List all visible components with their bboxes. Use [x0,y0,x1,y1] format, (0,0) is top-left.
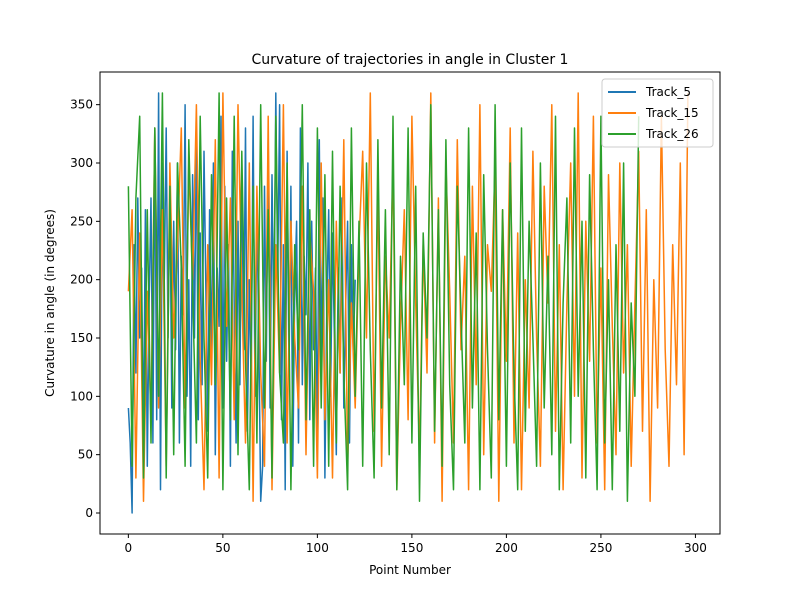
series-line-track-26 [127,92,640,503]
x-tick-label: 150 [400,541,423,555]
legend-label-track-15: Track_15 [645,106,699,120]
y-tick-label: 250 [70,214,93,228]
legend-label-track-26: Track_26 [645,127,699,141]
y-tick-label: 200 [70,273,93,287]
y-tick-label: 300 [70,156,93,170]
legend: Track_5 Track_15 Track_26 [601,78,714,148]
x-tick-label: 50 [215,541,230,555]
x-tick-label: 250 [589,541,612,555]
series-layer [127,92,689,514]
x-tick-label: 300 [684,541,707,555]
legend-items: Track_5 Track_15 Track_26 [608,85,699,141]
y-tick-label: 0 [85,506,93,520]
x-tick-label: 100 [306,541,329,555]
x-tick-label: 0 [125,541,133,555]
chart-title: Curvature of trajectories in angle in Cl… [252,52,569,68]
x-tick-label: 200 [495,541,518,555]
y-axis-label: Curvature in angle (in degrees) [43,209,57,397]
legend-box [601,78,714,148]
y-tick-label: 100 [70,389,93,403]
y-tick-label: 50 [78,448,93,462]
y-axis-ticks: 0 50 100 150 200 250 300 350 [70,98,100,520]
x-axis-label: Point Number [369,563,451,577]
legend-label-track-5: Track_5 [645,85,691,99]
series-line-track-15 [127,92,689,503]
plot-frame [99,71,721,535]
y-tick-label: 350 [70,98,93,112]
x-axis-ticks: 0 50 100 150 200 250 300 [125,534,707,555]
y-tick-label: 150 [70,331,93,345]
